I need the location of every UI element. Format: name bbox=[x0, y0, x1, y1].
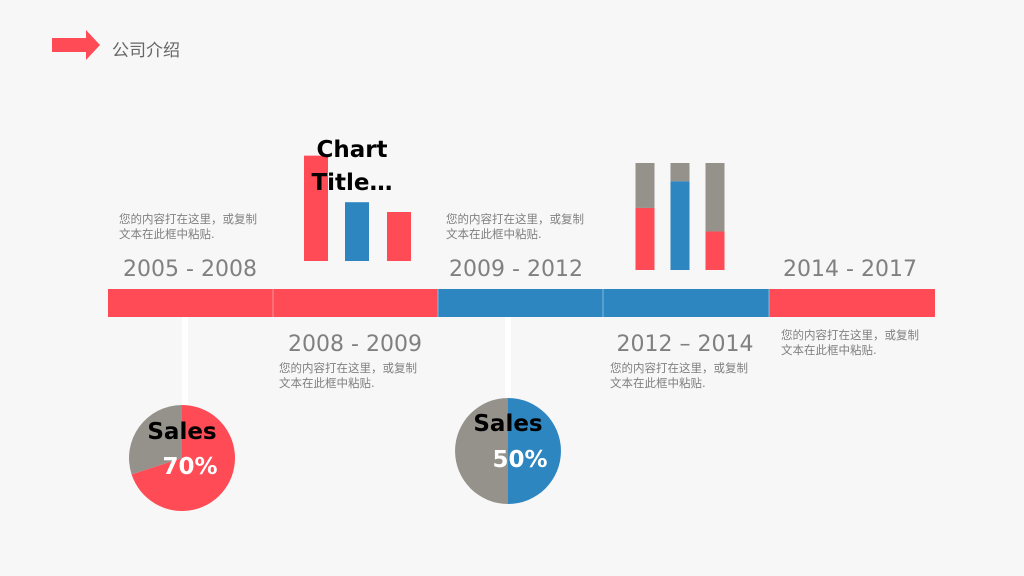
bar-segment bbox=[670, 181, 690, 270]
header-title: 公司介绍 bbox=[112, 41, 180, 61]
period-label: 2009 - 2012 bbox=[449, 257, 583, 282]
bar bbox=[345, 202, 369, 261]
description: 您的内容打在这里，或复制 bbox=[119, 212, 257, 226]
period-label: 2005 - 2008 bbox=[123, 257, 257, 282]
pie-value-label: 50% bbox=[492, 447, 548, 473]
pie-title: Sales bbox=[473, 411, 543, 437]
description: 文本在此框中粘贴. bbox=[119, 227, 215, 241]
description: 文本在此框中粘贴. bbox=[781, 343, 877, 357]
description: 文本在此框中粘贴. bbox=[446, 227, 542, 241]
bar-segment bbox=[705, 163, 725, 232]
pie-slice bbox=[508, 398, 561, 504]
timeline-segment bbox=[769, 289, 935, 317]
timeline-segment bbox=[603, 289, 769, 317]
description: 您的内容打在这里，或复制 bbox=[610, 361, 748, 375]
bar-segment bbox=[635, 163, 655, 208]
connector bbox=[182, 317, 188, 412]
description: 您的内容打在这里，或复制 bbox=[279, 361, 417, 375]
bar bbox=[304, 155, 328, 261]
timeline-segment bbox=[108, 289, 273, 317]
segment-dividers bbox=[272, 289, 770, 317]
period-label: 2012 – 2014 bbox=[616, 332, 754, 357]
pie-title: Sales bbox=[147, 419, 217, 445]
description: 您的内容打在这里，或复制 bbox=[781, 328, 919, 342]
bar-segment bbox=[705, 231, 725, 270]
pie-slice bbox=[129, 405, 182, 475]
description: 文本在此框中粘贴. bbox=[279, 376, 375, 390]
pie-slice bbox=[131, 405, 236, 511]
header-arrow bbox=[52, 30, 100, 60]
pie-value-label: 70% bbox=[162, 454, 218, 480]
timeline-segment bbox=[273, 289, 438, 317]
chart-title: Chart Title… bbox=[311, 137, 393, 196]
description: 您的内容打在这里，或复制 bbox=[446, 212, 584, 226]
timeline-segment bbox=[438, 289, 603, 317]
period-label: 2008 - 2009 bbox=[288, 332, 422, 357]
bar bbox=[387, 212, 411, 261]
bar-segment bbox=[635, 207, 655, 270]
connector bbox=[505, 317, 511, 402]
bar-segment bbox=[670, 163, 690, 182]
pie-slice bbox=[455, 398, 508, 504]
period-label: 2014 - 2017 bbox=[783, 257, 917, 282]
description: 文本在此框中粘贴. bbox=[610, 376, 706, 390]
